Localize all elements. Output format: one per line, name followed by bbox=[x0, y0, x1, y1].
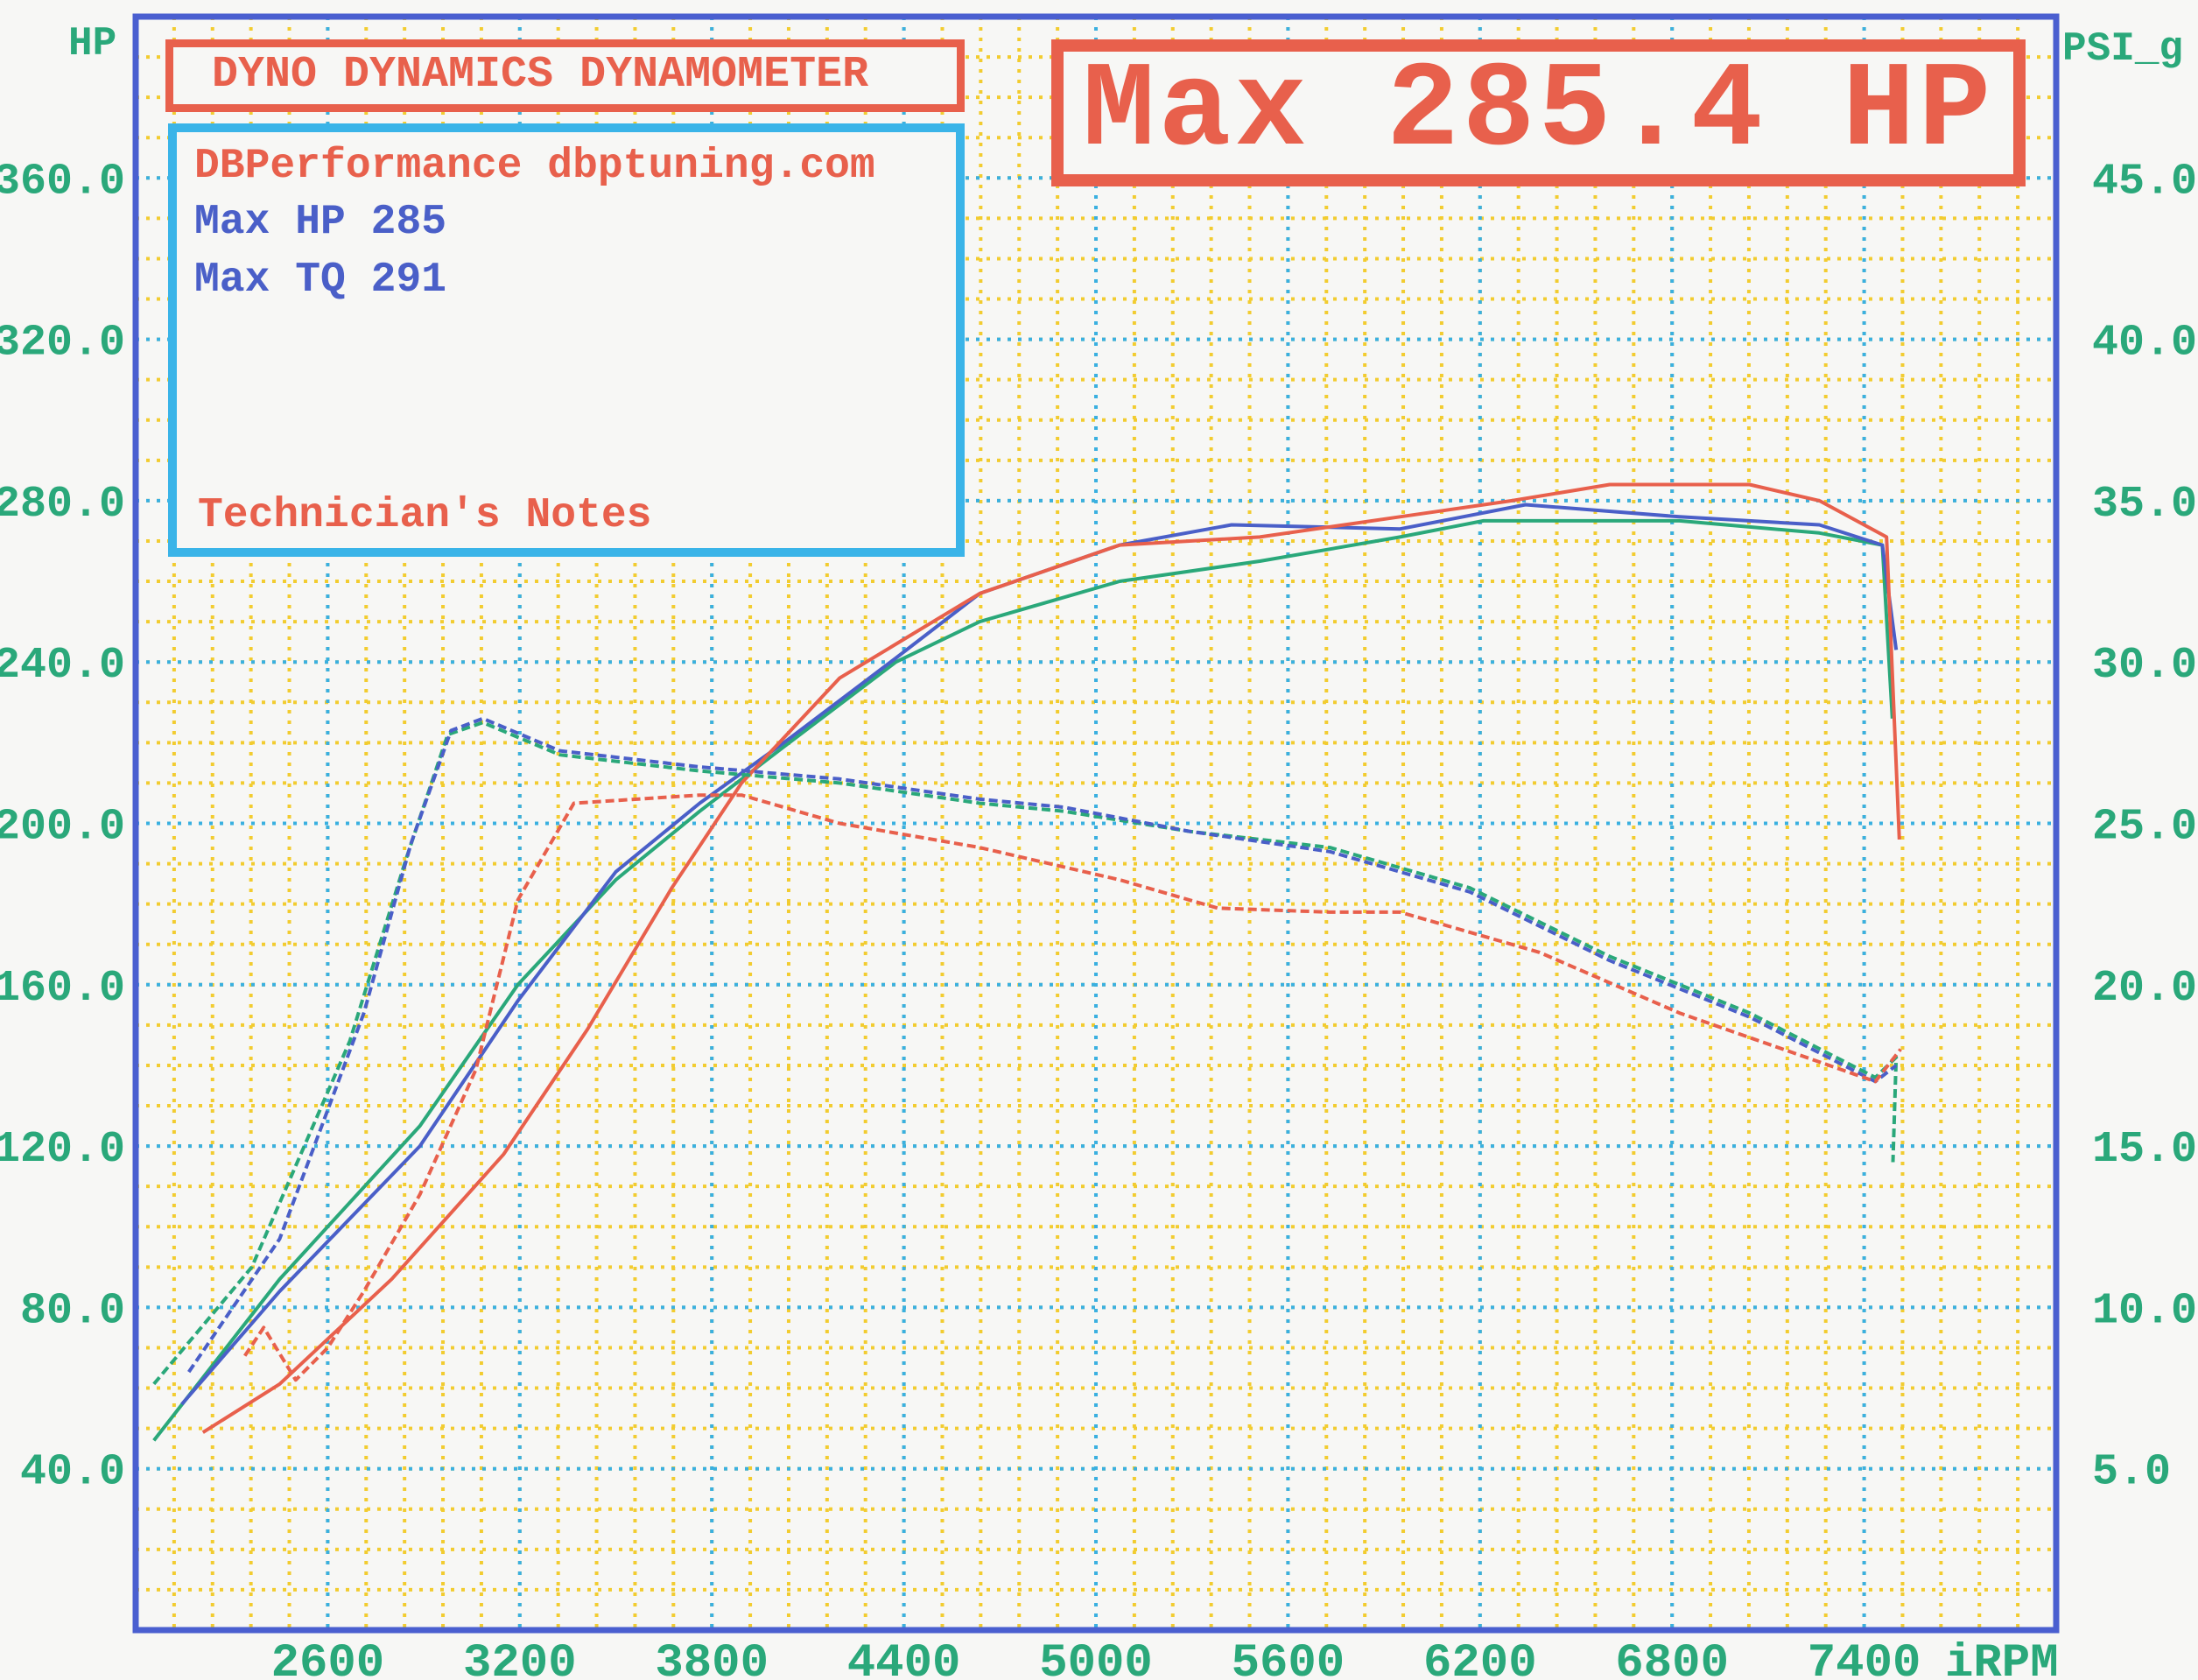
y-tick-label: 280.0 bbox=[0, 480, 125, 530]
x-tick-label: 7400 bbox=[1808, 1637, 1921, 1680]
y2-tick-label: 10.0 bbox=[2092, 1286, 2197, 1336]
shop-name: DBPerformance dbptuning.com bbox=[194, 143, 875, 190]
x-tick-label: 2600 bbox=[271, 1637, 385, 1680]
technician-notes-label: Technician's Notes bbox=[198, 492, 652, 539]
y2-tick-label: 45.0 bbox=[2092, 157, 2197, 207]
y-tick-label: 80.0 bbox=[20, 1286, 125, 1336]
tick-labels: 2600 3200 3800 4400 5000 5600 6200 6800 7400 40.0… bbox=[0, 157, 2197, 1680]
torque-curve-3 bbox=[152, 721, 1899, 1386]
y-tick-label: 40.0 bbox=[20, 1448, 125, 1498]
x-tick-label: 3800 bbox=[655, 1637, 769, 1680]
y2-tick-label: 25.0 bbox=[2092, 803, 2197, 853]
max-hp-banner: Max 285.4 HP bbox=[1051, 39, 2026, 186]
y-tick-label: 160.0 bbox=[0, 964, 125, 1014]
x-tick-label: 3200 bbox=[463, 1637, 577, 1680]
torque-curve-5 bbox=[243, 793, 1902, 1382]
plot-frame bbox=[132, 13, 2060, 1634]
y-tick-label: 240.0 bbox=[0, 641, 125, 691]
y-tick-label: 120.0 bbox=[0, 1125, 125, 1175]
y2-tick-label: 20.0 bbox=[2092, 964, 2197, 1014]
y2-tick-label: 35.0 bbox=[2092, 480, 2197, 530]
x-tick-label: 4400 bbox=[847, 1637, 961, 1680]
x-tick-label: 6200 bbox=[1423, 1637, 1537, 1680]
power-curve-1 bbox=[180, 503, 1899, 1406]
y-tick-label: 320.0 bbox=[0, 319, 125, 369]
y-tick-label: 360.0 bbox=[0, 157, 125, 207]
x-tick-label: 5600 bbox=[1232, 1637, 1345, 1680]
torque-curve-4 bbox=[187, 716, 1898, 1374]
y2-tick-label: 40.0 bbox=[2092, 319, 2197, 369]
y-axis-label: HP bbox=[68, 21, 116, 67]
max-hp-text: Max HP 285 bbox=[194, 199, 447, 246]
power-curve-2 bbox=[201, 482, 1901, 1434]
max-tq-text: Max TQ 291 bbox=[194, 257, 447, 304]
y2-tick-label: 30.0 bbox=[2092, 641, 2197, 691]
power-curve-0 bbox=[152, 518, 1894, 1442]
x-axis-label: iRPM bbox=[1945, 1637, 2059, 1680]
info-box: DBPerformance dbptuning.com Max HP 285 M… bbox=[168, 123, 965, 557]
x-tick-label: 5000 bbox=[1039, 1637, 1153, 1680]
y2-tick-label: 15.0 bbox=[2092, 1125, 2197, 1175]
y-tick-label: 200.0 bbox=[0, 803, 125, 853]
chart-title: DYNO DYNAMICS DYNAMOMETER bbox=[212, 50, 869, 100]
max-hp-banner-text: Max 285.4 HP bbox=[1082, 44, 1995, 180]
y2-tick-label: 5.0 bbox=[2092, 1448, 2171, 1498]
y2-axis-label: PSI_g bbox=[2062, 26, 2183, 72]
title-box: DYNO DYNAMICS DYNAMOMETER bbox=[165, 39, 965, 112]
x-tick-label: 6800 bbox=[1615, 1637, 1729, 1680]
series-lines bbox=[152, 482, 1902, 1442]
